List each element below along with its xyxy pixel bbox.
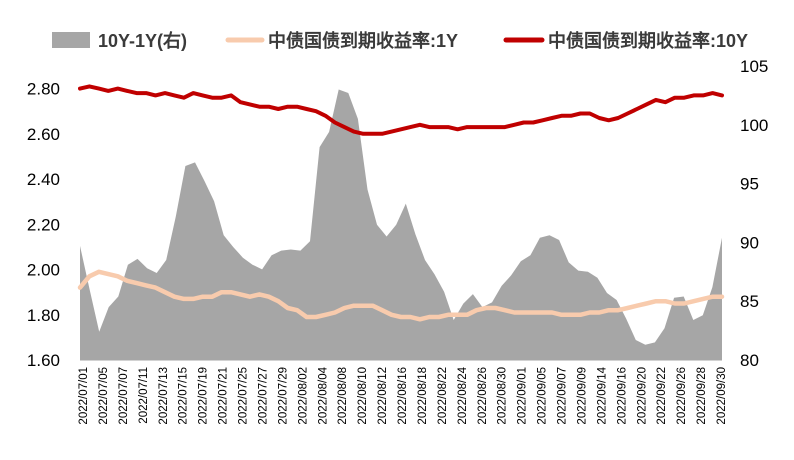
x-tick-label: 2022/09/26 (676, 367, 688, 425)
x-tick-label: 2022/07/29 (277, 367, 289, 425)
right-y-axis: 80 85 90 95 100 105 (740, 57, 768, 370)
x-tick-label: 2022/09/07 (557, 367, 569, 425)
x-tick-label: 2022/07/13 (158, 367, 170, 425)
x-tick-label: 2022/08/10 (357, 367, 369, 425)
left-y-tick-label: 2.00 (27, 261, 60, 280)
right-y-tick-label: 105 (740, 57, 768, 76)
right-y-tick-label: 85 (740, 292, 759, 311)
legend-label-spread: 10Y-1Y(右) (98, 30, 187, 51)
yield-lines-layer (77, 84, 725, 322)
x-tick-label: 2022/09/22 (656, 367, 668, 425)
x-tick-label: 2022/09/14 (596, 366, 608, 424)
right-y-tick-label: 100 (740, 116, 768, 135)
x-tick-label: 2022/08/24 (457, 366, 469, 424)
series-line-1y (77, 269, 725, 322)
x-tick-label: 2022/07/21 (218, 367, 230, 425)
right-y-tick-label: 95 (740, 175, 759, 194)
left-y-tick-label: 1.80 (27, 306, 60, 325)
x-tick-label: 2022/09/05 (537, 367, 549, 425)
x-tick-label: 2022/07/27 (257, 367, 269, 425)
x-tick-label: 2022/08/08 (337, 367, 349, 425)
x-tick-label: 2022/07/15 (178, 367, 190, 425)
x-tick-label: 2022/07/19 (198, 367, 210, 425)
x-tick-label: 2022/08/26 (477, 367, 489, 425)
x-tick-label: 2022/07/01 (78, 367, 90, 425)
left-y-tick-label: 2.20 (27, 215, 60, 234)
legend-label-10y: 中债国债到期收益率:10Y (548, 30, 748, 51)
left-y-tick-label: 2.80 (27, 80, 60, 99)
legend-label-1y: 中债国债到期收益率:1Y (268, 30, 458, 51)
left-y-tick-label: 2.40 (27, 170, 60, 189)
x-tick-label: 2022/07/25 (238, 367, 250, 425)
legend-swatch-spread (52, 32, 90, 48)
left-y-axis: 1.60 1.80 2.00 2.20 2.40 2.60 2.80 (27, 80, 60, 370)
x-tick-label: 2022/09/30 (716, 367, 728, 425)
x-tick-label: 2022/09/16 (616, 367, 628, 425)
x-tick-label: 2022/08/22 (437, 367, 449, 425)
x-tick-label: 2022/08/16 (397, 367, 409, 425)
x-tick-label: 2022/08/18 (417, 367, 429, 425)
left-y-tick-label: 1.60 (27, 351, 60, 370)
x-tick-label: 2022/09/20 (636, 367, 648, 425)
legend: 10Y-1Y(右) 中债国债到期收益率:1Y 中债国债到期收益率:10Y (52, 30, 748, 51)
x-tick-label: 2022/09/09 (576, 367, 588, 425)
x-tick-label: 2022/07/11 (138, 367, 150, 424)
series-line-10y (78, 84, 724, 136)
x-axis: 2022/07/01 2022/07/05 2022/07/07 2022/07/11… (78, 359, 728, 425)
x-tick-label: 2022/07/07 (118, 367, 130, 425)
x-tick-label: 2022/08/02 (297, 367, 309, 425)
x-tick-label: 2022/07/05 (98, 367, 110, 425)
right-y-tick-label: 90 (740, 233, 759, 252)
x-tick-label: 2022/09/01 (517, 367, 529, 425)
x-tick-label: 2022/08/12 (377, 367, 389, 425)
x-tick-label: 2022/08/04 (317, 366, 329, 424)
left-y-tick-label: 2.60 (27, 125, 60, 144)
right-y-tick-label: 80 (740, 351, 759, 370)
x-tick-label: 2022/08/30 (497, 367, 509, 425)
x-tick-label: 2022/09/28 (696, 367, 708, 425)
